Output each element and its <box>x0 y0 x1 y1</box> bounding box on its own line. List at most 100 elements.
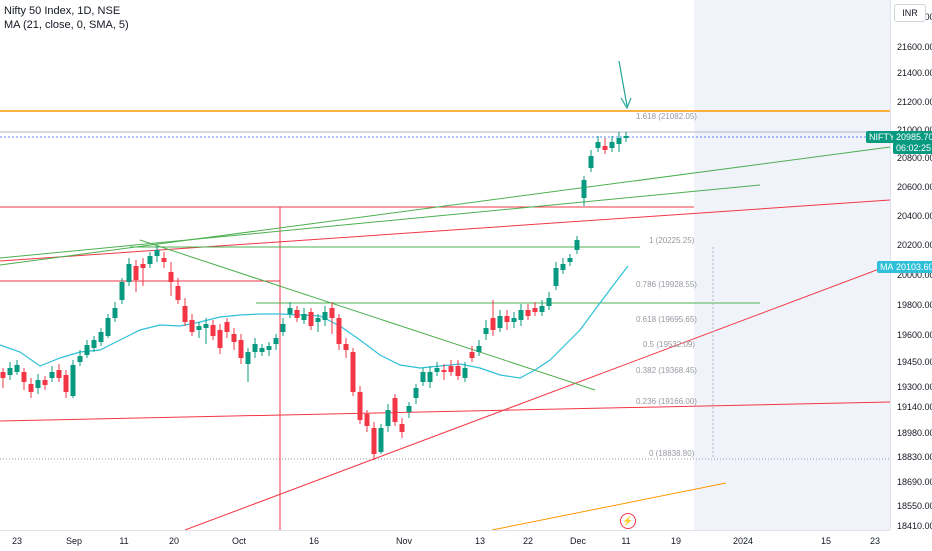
candle-body <box>455 366 461 376</box>
candle-body <box>385 410 391 426</box>
green-down-trend <box>139 239 596 391</box>
candle-body <box>210 325 216 336</box>
price-tick: 21600.00 <box>897 42 932 52</box>
time-tick: 13 <box>474 536 486 546</box>
candle-body <box>294 310 300 318</box>
candle-body <box>154 250 160 256</box>
candle-body <box>539 306 545 312</box>
candle-body <box>504 316 510 322</box>
indicator-legend[interactable]: MA (21, close, 0, SMA, 5) <box>4 19 129 31</box>
price-tick: 18690.00 <box>897 477 932 487</box>
candle-body <box>280 324 286 332</box>
candle-body <box>259 348 265 352</box>
candle-body <box>371 428 377 454</box>
candle-body <box>434 368 440 372</box>
price-tick: 19300.00 <box>897 382 932 392</box>
candle-body <box>399 424 405 432</box>
time-tick: Oct <box>231 536 247 546</box>
price-tick: 20400.00 <box>897 211 932 221</box>
candle-body <box>224 322 230 332</box>
candle-body <box>462 368 468 378</box>
time-tick: 16 <box>308 536 320 546</box>
candle-body <box>567 258 573 262</box>
price-tick: 20200.00 <box>897 240 932 250</box>
candle-body <box>588 156 594 168</box>
candle-body <box>266 346 272 350</box>
price-tick: 20800.00 <box>897 153 932 163</box>
candle-body <box>245 352 251 364</box>
candle-body <box>413 388 419 398</box>
price-tick: 19450.00 <box>897 357 932 367</box>
fib-label: 0 (18838.80) <box>649 449 695 458</box>
candle-body <box>21 372 27 382</box>
candle-body <box>168 272 174 282</box>
price-tick: 21200.00 <box>897 97 932 107</box>
candle-body <box>301 314 307 320</box>
price-tick: 18550.00 <box>897 501 932 511</box>
candle-body <box>609 142 615 148</box>
time-tick: Nov <box>395 536 413 546</box>
time-tick: 19 <box>670 536 682 546</box>
time-axis[interactable]: 23 Sep 11 20 Oct 16 Nov 13 22 Dec 11 19 2024 15 23 <box>0 530 890 551</box>
candle-body <box>175 286 181 300</box>
symbol-title[interactable]: Nifty 50 Index, 1D, NSE <box>4 5 121 17</box>
candle-body <box>77 356 83 362</box>
price-tick: 19600.00 <box>897 330 932 340</box>
price-tick: 19800.00 <box>897 300 932 310</box>
candle-body <box>420 372 426 382</box>
fib-label: 0.786 (19928.55) <box>636 280 697 289</box>
orange-trend <box>491 482 727 530</box>
candle-body <box>553 268 559 286</box>
lightning-icon[interactable]: ⚡ <box>620 513 636 529</box>
time-tick: Sep <box>65 536 83 546</box>
fib-label: 0.382 (19368.45) <box>636 366 697 375</box>
price-tick: 19140.00 <box>897 402 932 412</box>
green-trend-1 <box>0 146 890 266</box>
ma-tag: MA <box>877 261 897 273</box>
candle-body <box>0 372 6 378</box>
candle-body <box>7 368 13 375</box>
candle-body <box>287 308 293 314</box>
candle-body <box>336 318 342 344</box>
candle-body <box>581 180 587 198</box>
candle-body <box>392 398 398 422</box>
candle-body <box>490 318 496 330</box>
candle-body <box>203 324 209 328</box>
chart-pane[interactable]: 1.618 (21082.05) 1 (20225.25) 0.786 (199… <box>0 0 890 530</box>
candle-body <box>364 414 370 426</box>
candle-body <box>441 370 447 372</box>
candle-body <box>91 340 97 348</box>
candle-body <box>147 256 153 264</box>
fib-label: 0.236 (19166.00) <box>636 397 697 406</box>
red-rising-trend <box>184 264 890 530</box>
future-region <box>694 0 890 530</box>
candle-body <box>112 308 118 318</box>
arrow-down-icon <box>618 60 632 110</box>
candle-body <box>217 330 223 348</box>
candlestick-series <box>0 132 629 460</box>
candle-body <box>308 312 314 326</box>
countdown-tag: 06:02:25 <box>893 142 932 154</box>
price-tick: 18980.00 <box>897 428 932 438</box>
candle-body <box>35 380 41 388</box>
time-tick: 23 <box>869 536 881 546</box>
candle-body <box>525 310 531 316</box>
time-tick: 15 <box>820 536 832 546</box>
time-tick: 20 <box>168 536 180 546</box>
price-tick: 21400.00 <box>897 68 932 78</box>
candle-body <box>483 328 489 334</box>
candle-body <box>70 365 76 396</box>
price-tick: 21000.00 <box>897 125 932 135</box>
candle-body <box>623 136 629 138</box>
price-chart[interactable]: 1.618 (21082.05) 1 (20225.25) 0.786 (199… <box>0 0 890 530</box>
candle-body <box>595 142 601 148</box>
candle-body <box>238 340 244 358</box>
candle-body <box>350 352 356 392</box>
currency-button[interactable]: INR <box>894 4 926 22</box>
candle-body <box>161 258 167 262</box>
candle-body <box>315 318 321 322</box>
candle-body <box>119 282 125 300</box>
symbol-tag: NIFTY <box>866 131 898 143</box>
candle-body <box>357 392 363 420</box>
moving-average-line <box>0 265 629 379</box>
